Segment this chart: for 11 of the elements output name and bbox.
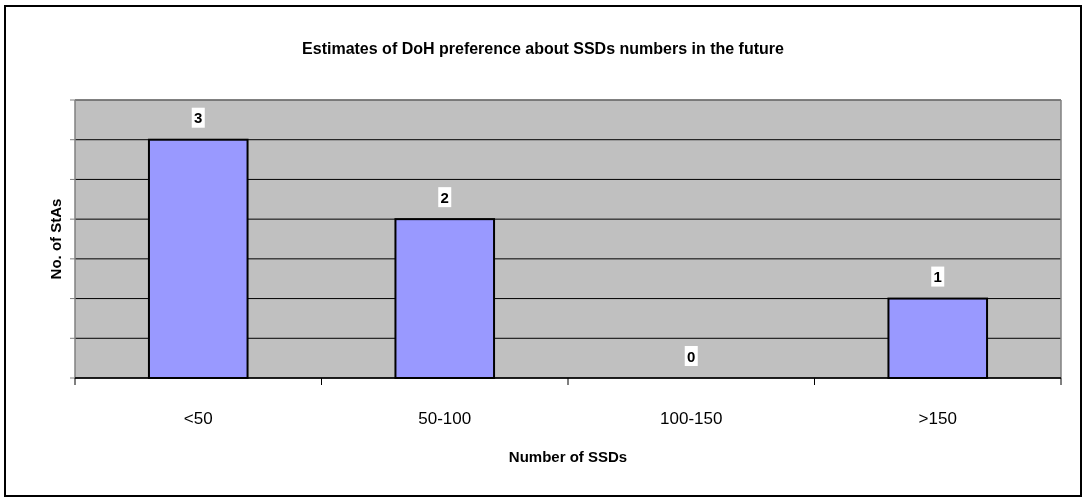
data-label: 2 (440, 188, 449, 206)
data-label: 1 (933, 268, 942, 286)
y-axis-title: No. of StAs (46, 198, 64, 280)
chart-title: Estimates of DoH preference about SSDs numbers in the future (302, 39, 785, 57)
x-tick-label: 50-100 (418, 408, 472, 428)
x-tick-label: <50 (183, 408, 213, 428)
x-tick-label: >150 (918, 408, 957, 428)
data-label: 0 (687, 347, 696, 365)
data-label: 3 (194, 109, 203, 127)
x-axis-title: Number of SSDs (508, 447, 628, 465)
x-tick-label: 100-150 (660, 408, 723, 428)
